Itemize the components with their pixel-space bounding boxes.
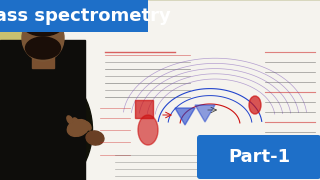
Bar — [0, 40, 85, 180]
FancyBboxPatch shape — [0, 0, 148, 32]
Polygon shape — [195, 105, 215, 122]
Ellipse shape — [79, 120, 85, 128]
Ellipse shape — [22, 15, 64, 61]
Bar — [135, 100, 153, 118]
Text: Part-1: Part-1 — [228, 148, 290, 166]
Ellipse shape — [67, 116, 73, 124]
Ellipse shape — [249, 96, 261, 114]
Ellipse shape — [26, 37, 60, 59]
Ellipse shape — [67, 120, 89, 136]
Polygon shape — [175, 108, 195, 125]
Ellipse shape — [85, 122, 91, 130]
Bar — [55, 0, 320, 180]
Ellipse shape — [138, 115, 158, 145]
Ellipse shape — [21, 8, 65, 36]
Ellipse shape — [0, 70, 92, 180]
Bar — [32, 48, 54, 68]
Bar — [55, 0, 320, 180]
Text: Mass spectrometry: Mass spectrometry — [0, 7, 171, 25]
FancyBboxPatch shape — [197, 135, 320, 179]
Ellipse shape — [73, 118, 79, 126]
Ellipse shape — [86, 131, 104, 145]
